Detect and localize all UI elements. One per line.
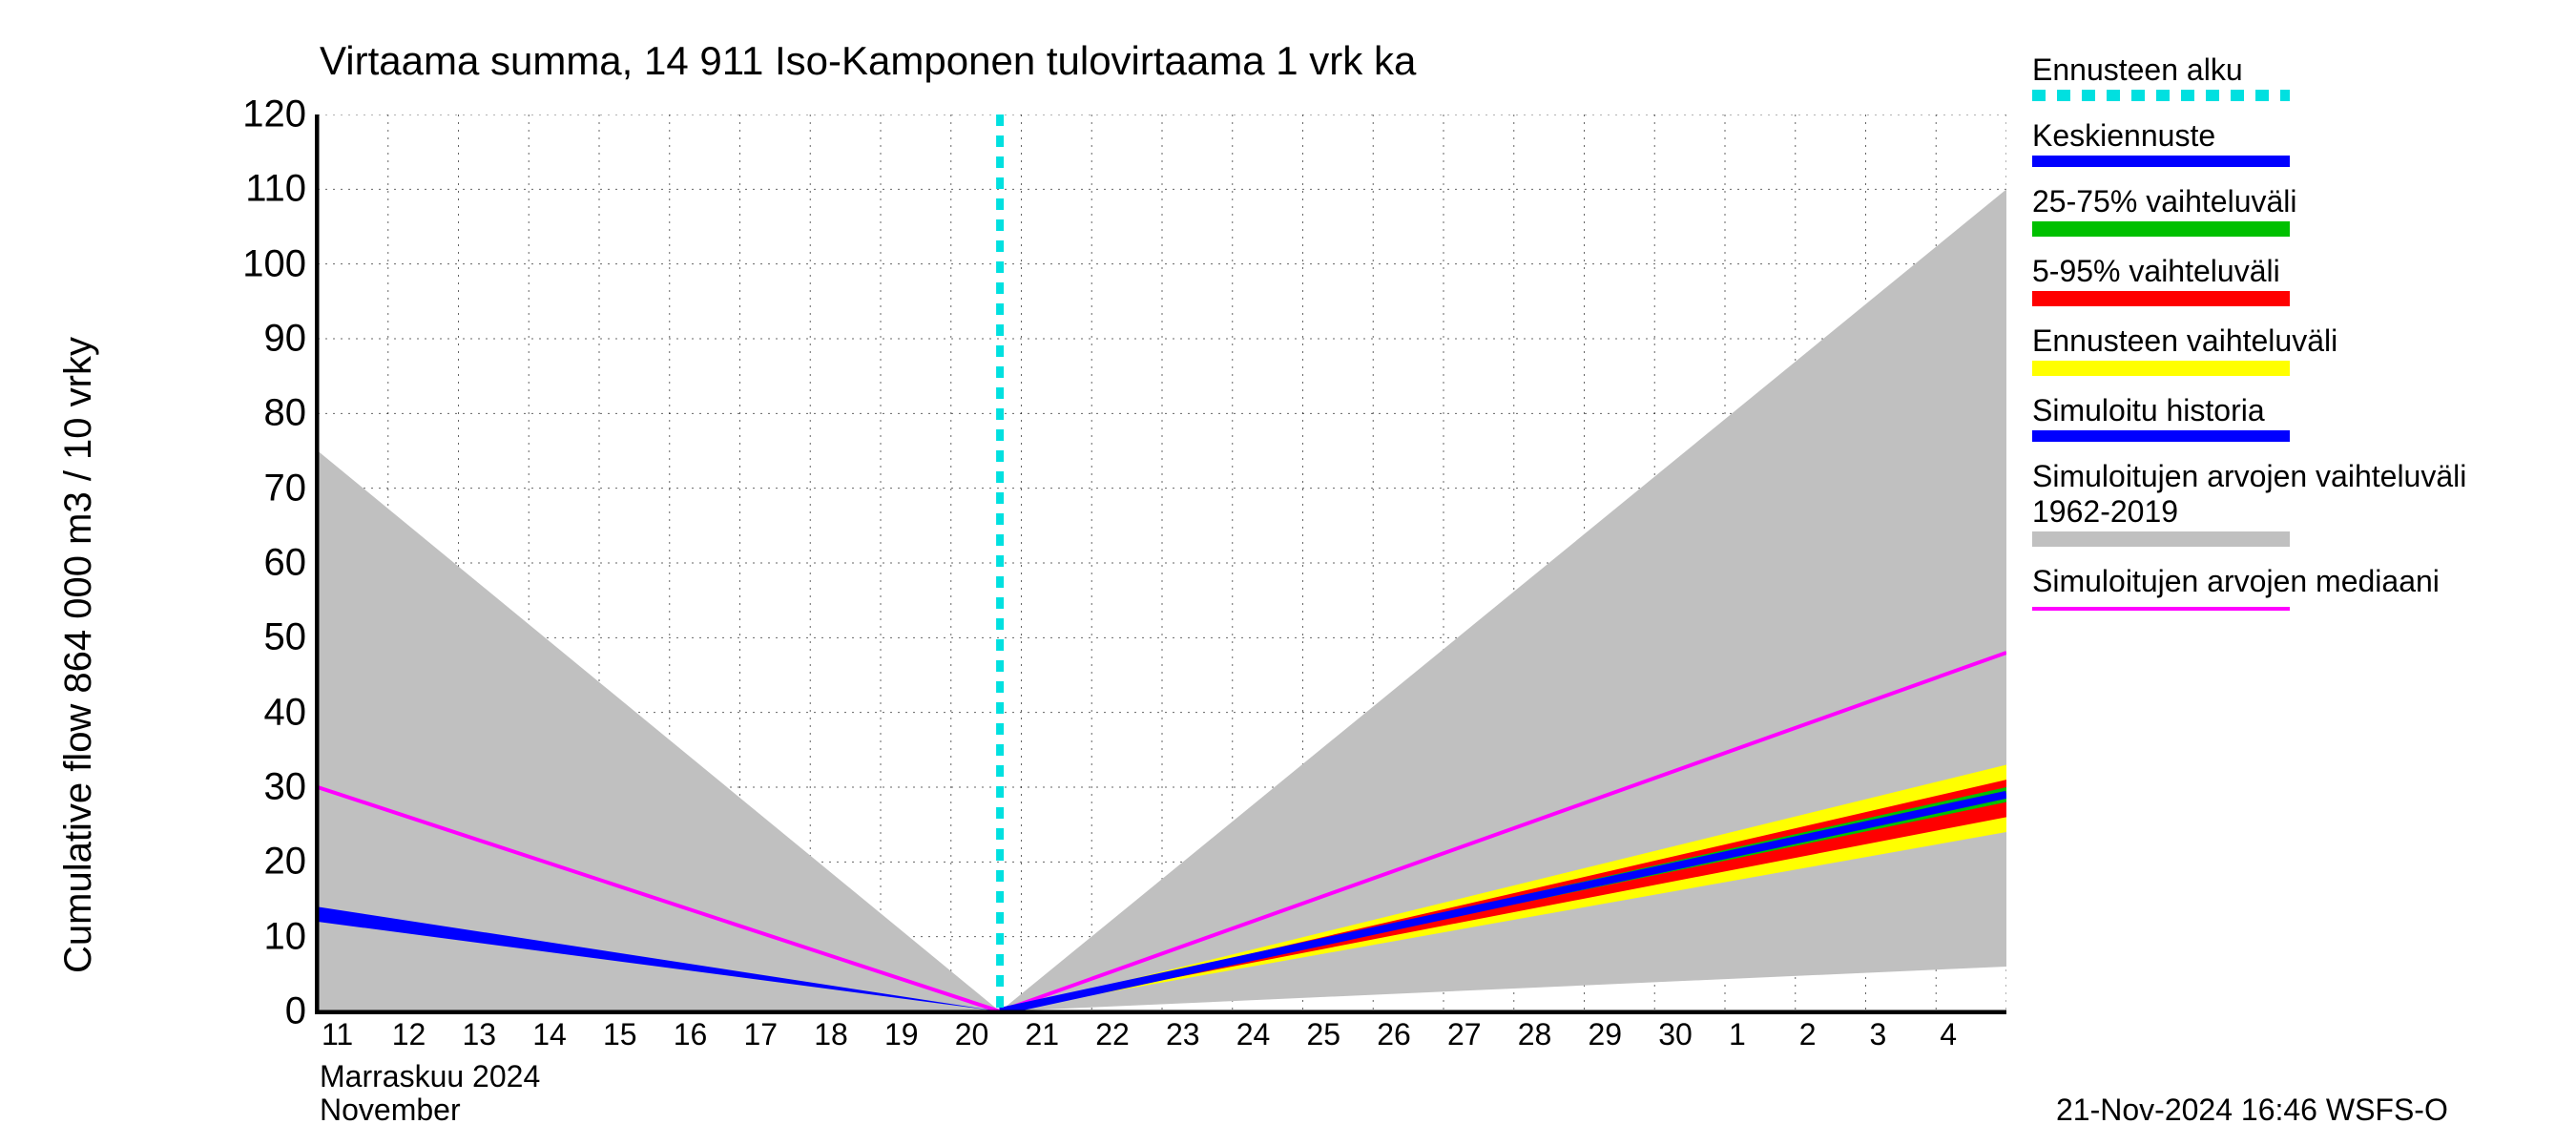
x-tick-label: 27 — [1447, 1011, 1482, 1052]
legend-item: Ennusteen alku — [2032, 52, 2547, 101]
x-tick-label: 1 — [1729, 1011, 1746, 1052]
x-tick-label: 3 — [1870, 1011, 1887, 1052]
y-tick-label: 120 — [242, 94, 318, 136]
legend-label: 25-75% vaihteluväli — [2032, 184, 2547, 219]
x-tick-label: 21 — [1026, 1011, 1060, 1052]
x-tick-label: 23 — [1166, 1011, 1200, 1052]
y-tick-label: 40 — [264, 691, 319, 734]
x-tick-label: 20 — [955, 1011, 989, 1052]
legend-label: Ennusteen vaihteluväli — [2032, 323, 2547, 359]
legend-label: Simuloitujen arvojen mediaani — [2032, 564, 2547, 599]
legend-label: Simuloitujen arvojen vaihteluväli 1962-2… — [2032, 459, 2547, 530]
y-tick-label: 80 — [264, 392, 319, 435]
x-tick-label: 12 — [392, 1011, 426, 1052]
legend-item: 5-95% vaihteluväli — [2032, 254, 2547, 306]
legend-swatch — [2032, 90, 2290, 101]
y-tick-label: 30 — [264, 766, 319, 809]
x-tick-label: 22 — [1095, 1011, 1130, 1052]
legend-item: Simuloitu historia — [2032, 393, 2547, 442]
legend-item: Ennusteen vaihteluväli — [2032, 323, 2547, 376]
y-tick-label: 110 — [245, 168, 318, 211]
x-tick-label: 30 — [1658, 1011, 1693, 1052]
legend-swatch — [2032, 361, 2290, 376]
chart-container: Virtaama summa, 14 911 Iso-Kamponen tulo… — [0, 0, 2576, 1145]
legend-swatch — [2032, 221, 2290, 237]
y-tick-label: 100 — [242, 242, 318, 285]
legend-swatch — [2032, 156, 2290, 167]
x-tick-label: 24 — [1236, 1011, 1271, 1052]
y-tick-label: 90 — [264, 318, 319, 361]
legend-swatch — [2032, 291, 2290, 306]
x-tick-label: 14 — [532, 1011, 567, 1052]
legend: Ennusteen alku Keskiennuste 25-75% vaihtel… — [2032, 52, 2547, 628]
x-month-label-2: November — [320, 1093, 461, 1128]
y-axis-label: Cumulative flow 864 000 m3 / 10 vrky — [57, 337, 100, 973]
legend-label: Simuloitu historia — [2032, 393, 2547, 428]
x-tick-label: 26 — [1377, 1011, 1411, 1052]
x-tick-label: 18 — [814, 1011, 848, 1052]
x-tick-label: 13 — [463, 1011, 497, 1052]
x-tick-label: 17 — [744, 1011, 779, 1052]
x-tick-label: 28 — [1518, 1011, 1552, 1052]
legend-swatch — [2032, 531, 2290, 547]
y-tick-label: 60 — [264, 542, 319, 585]
x-tick-label: 11 — [322, 1011, 353, 1052]
legend-label: Keskiennuste — [2032, 118, 2547, 154]
legend-item: Simuloitujen arvojen vaihteluväli 1962-2… — [2032, 459, 2547, 547]
plot-area: 0102030405060708090100110120111213141516… — [315, 114, 2006, 1014]
legend-item: 25-75% vaihteluväli — [2032, 184, 2547, 237]
footer-timestamp: 21-Nov-2024 16:46 WSFS-O — [2056, 1093, 2448, 1128]
y-tick-label: 70 — [264, 467, 319, 510]
y-tick-label: 20 — [264, 841, 319, 884]
legend-item: Simuloitujen arvojen mediaani — [2032, 564, 2547, 611]
legend-swatch — [2032, 607, 2290, 611]
y-tick-label: 0 — [285, 990, 318, 1033]
y-tick-label: 10 — [264, 915, 319, 958]
chart-title: Virtaama summa, 14 911 Iso-Kamponen tulo… — [320, 38, 1416, 84]
plot-svg — [318, 114, 2006, 1011]
x-tick-label: 25 — [1307, 1011, 1341, 1052]
y-tick-label: 50 — [264, 616, 319, 659]
legend-label: Ennusteen alku — [2032, 52, 2547, 88]
x-tick-label: 4 — [1940, 1011, 1957, 1052]
x-tick-label: 29 — [1589, 1011, 1623, 1052]
legend-swatch — [2032, 430, 2290, 442]
legend-label: 5-95% vaihteluväli — [2032, 254, 2547, 289]
x-tick-label: 2 — [1799, 1011, 1817, 1052]
x-month-label-1: Marraskuu 2024 — [320, 1059, 540, 1094]
x-tick-label: 19 — [884, 1011, 919, 1052]
x-tick-label: 15 — [603, 1011, 637, 1052]
x-tick-label: 16 — [674, 1011, 708, 1052]
legend-item: Keskiennuste — [2032, 118, 2547, 167]
